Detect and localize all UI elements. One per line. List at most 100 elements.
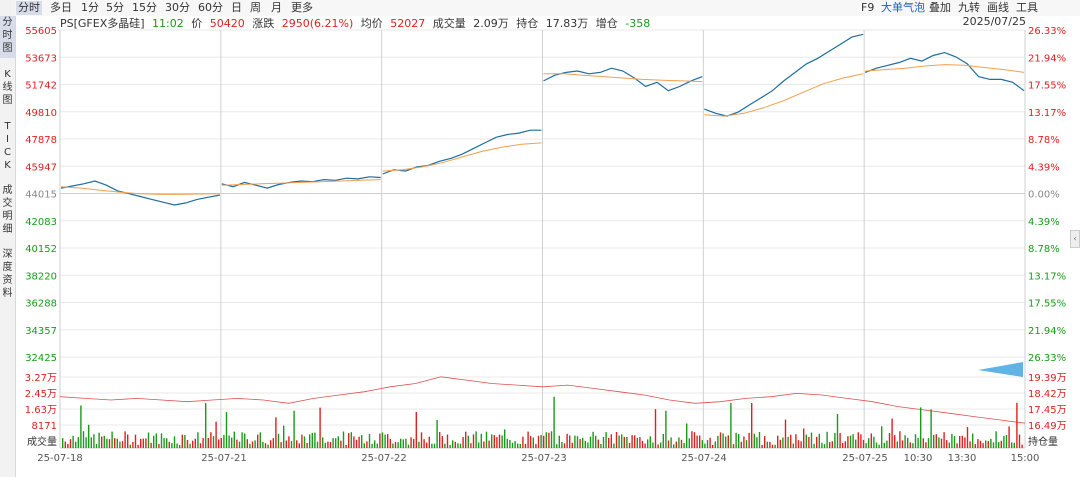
- volume-bar: [467, 435, 469, 448]
- volume-bar: [977, 439, 979, 448]
- volume-value: 2.09万: [473, 17, 509, 30]
- volume-bar: [137, 444, 139, 448]
- volume-bar: [114, 438, 116, 448]
- sidebar-item-depth-data[interactable]: 深度资料: [2, 249, 13, 299]
- tab-intraday[interactable]: 分时: [16, 1, 42, 15]
- volume-bar: [423, 439, 425, 448]
- volume-bar: [75, 441, 77, 448]
- volume-bar: [792, 443, 794, 448]
- volume-bar: [527, 431, 529, 448]
- volume-bar: [142, 438, 144, 448]
- price-series-line: [543, 67, 703, 92]
- avg-value: 52027: [390, 17, 426, 30]
- volume-bar: [519, 444, 521, 448]
- big-order-bubble-button[interactable]: 大单气泡: [881, 1, 925, 14]
- tab-more[interactable]: 更多: [291, 1, 313, 14]
- price-tick-label: 32425: [25, 353, 57, 364]
- volume-bar: [548, 432, 550, 448]
- avg-price-line: [543, 73, 703, 83]
- pct-tick-label: 21.94%: [1028, 53, 1066, 64]
- volume-bar: [816, 436, 818, 448]
- volume-bar: [337, 436, 339, 448]
- nine-turn-button[interactable]: 九转: [958, 1, 980, 14]
- volume-bar: [745, 440, 748, 448]
- volume-bar: [800, 441, 802, 448]
- sidebar-item-intraday[interactable]: 分时图: [0, 16, 15, 58]
- tab-15min[interactable]: 15分: [132, 1, 157, 14]
- tab-1min[interactable]: 1分: [81, 1, 99, 14]
- tab-multi-day[interactable]: 多日: [50, 1, 72, 14]
- volume-bar: [582, 437, 584, 448]
- volume-bar: [387, 434, 389, 448]
- x-axis-label: 15:00: [1011, 453, 1040, 464]
- volume-bar: [93, 434, 95, 448]
- x-axis-label: 25-07-25: [842, 453, 887, 464]
- volume-bar: [259, 432, 261, 448]
- volume-bar: [64, 441, 66, 448]
- draw-line-button[interactable]: 画线: [987, 1, 1009, 14]
- volume-bar: [345, 445, 347, 448]
- volume-bar: [777, 435, 779, 448]
- price-tick-label: 36288: [25, 299, 57, 310]
- volume-bar: [982, 443, 984, 448]
- overlay-button[interactable]: 叠加: [929, 1, 951, 14]
- volume-bar: [210, 432, 212, 448]
- tab-60min[interactable]: 60分: [198, 1, 223, 14]
- volume-bar: [727, 435, 729, 448]
- x-axis-label: 25-07-18: [37, 453, 82, 464]
- volume-bar: [132, 442, 134, 448]
- volume-bar: [124, 431, 126, 448]
- collapse-arrow-icon[interactable]: ‹: [1070, 230, 1080, 248]
- volume-bar: [855, 439, 857, 448]
- price-series-line: [864, 51, 1025, 92]
- volume-bar: [751, 403, 753, 448]
- volume-bar: [917, 437, 919, 448]
- volume-tick-label: 2.45万: [25, 389, 57, 400]
- volume-bar: [108, 439, 111, 448]
- volume-bar: [628, 443, 631, 448]
- volume-bar: [535, 444, 537, 448]
- volume-bar: [550, 431, 553, 448]
- oi-tick-label: 持仓量: [1028, 435, 1058, 448]
- volume-bar: [238, 441, 241, 448]
- volume-bar: [283, 425, 285, 448]
- volume-bar: [69, 439, 72, 448]
- volume-bar: [665, 410, 667, 448]
- volume-bar: [327, 441, 329, 448]
- tools-button[interactable]: 工具: [1016, 1, 1038, 14]
- tab-day[interactable]: 日: [231, 1, 242, 14]
- volume-bar: [246, 439, 248, 448]
- volume-bar: [439, 432, 441, 448]
- volume-bar: [634, 435, 636, 448]
- pct-tick-label: 8.78%: [1028, 135, 1060, 146]
- volume-bar: [649, 436, 651, 448]
- volume-bar: [212, 436, 215, 448]
- pct-tick-label: 13.17%: [1028, 271, 1066, 282]
- volume-bar: [579, 439, 581, 448]
- tab-5min[interactable]: 5分: [106, 1, 124, 14]
- volume-bar: [457, 443, 459, 448]
- volume-bar: [140, 438, 142, 448]
- volume-bar: [860, 434, 862, 448]
- volume-bar: [215, 421, 217, 448]
- volume-bar: [418, 441, 420, 448]
- x-axis-label: 13:30: [948, 453, 977, 464]
- volume-bar: [116, 438, 118, 448]
- sidebar-item-trade-detail[interactable]: 成交明细: [2, 185, 13, 235]
- volume-bar: [688, 438, 690, 448]
- volume-bar: [452, 440, 454, 448]
- volume-bar: [1003, 435, 1005, 448]
- tab-month[interactable]: 月: [271, 1, 282, 14]
- volume-bar: [862, 439, 865, 448]
- f9-button[interactable]: F9: [861, 1, 875, 14]
- volume-bar: [444, 443, 446, 448]
- volume-bar: [147, 432, 150, 448]
- volume-bar: [748, 432, 750, 448]
- volume-bar: [358, 436, 360, 448]
- tab-30min[interactable]: 30分: [165, 1, 190, 14]
- volume-tick-label: 8171: [32, 421, 57, 432]
- tab-week[interactable]: 周: [250, 1, 261, 14]
